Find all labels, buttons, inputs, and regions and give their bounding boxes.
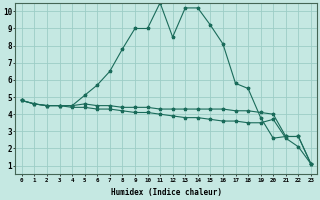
- X-axis label: Humidex (Indice chaleur): Humidex (Indice chaleur): [111, 188, 222, 197]
